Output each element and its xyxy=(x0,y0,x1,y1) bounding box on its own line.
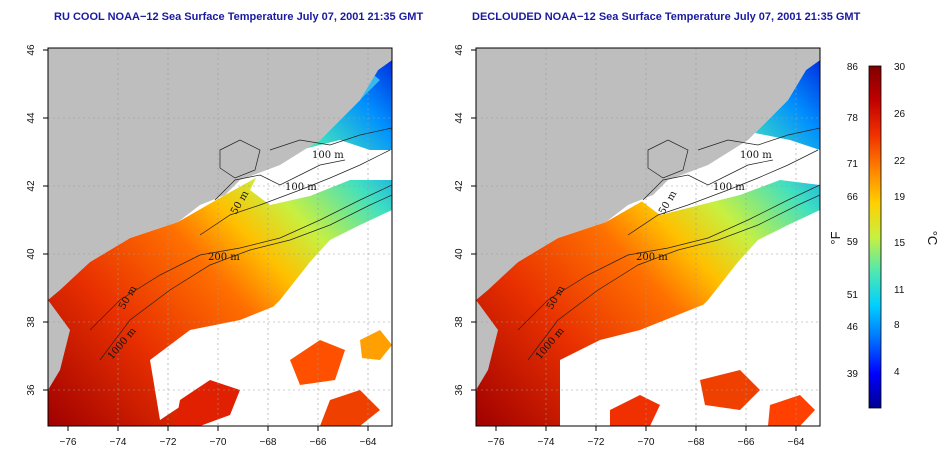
fahrenheit-tick: 59 xyxy=(847,237,859,248)
lat-tick-label: 36 xyxy=(26,384,37,396)
fahrenheit-tick: 66 xyxy=(847,192,859,203)
celsius-tick: 19 xyxy=(894,192,906,203)
contour-label: 200 m xyxy=(208,252,240,263)
lat-tick-label: 40 xyxy=(454,248,465,260)
warm-patch xyxy=(360,330,392,360)
lon-tick-label: −66 xyxy=(310,437,327,448)
fahrenheit-tick: 86 xyxy=(847,62,859,73)
land xyxy=(476,48,820,300)
lat-tick-label: 46 xyxy=(26,44,37,56)
land xyxy=(476,300,498,390)
celsius-tick: 8 xyxy=(894,320,900,331)
left-lat-axis xyxy=(43,49,48,391)
lon-tick-label: −64 xyxy=(788,437,805,448)
lon-tick-label: −70 xyxy=(210,437,227,448)
cloud-area xyxy=(560,250,820,426)
celsius-tick: 26 xyxy=(894,109,906,120)
contour-label: 100 m xyxy=(312,150,344,161)
lon-tick-label: −74 xyxy=(110,437,127,448)
lon-tick-label: −64 xyxy=(360,437,377,448)
lon-tick-label: −68 xyxy=(260,437,277,448)
fahrenheit-tick: 39 xyxy=(847,369,859,380)
lat-tick-label: 46 xyxy=(454,44,465,56)
lon-tick-label: −72 xyxy=(588,437,605,448)
lat-tick-label: 44 xyxy=(454,112,465,124)
warm-patch xyxy=(175,380,240,426)
lat-tick-label: 42 xyxy=(454,180,465,192)
lon-tick-label: −72 xyxy=(160,437,177,448)
fahrenheit-tick: 51 xyxy=(847,290,859,301)
warm-patch xyxy=(768,395,815,426)
fahrenheit-axis-label: °F xyxy=(828,231,843,244)
left-map: 100 m 100 m 50 m 200 m 50 m 1000 m xyxy=(47,47,393,427)
warm-patch xyxy=(320,390,380,426)
fahrenheit-tick: 78 xyxy=(847,113,859,124)
fahrenheit-tick: 46 xyxy=(847,322,859,333)
cloud-area xyxy=(250,140,392,205)
right-lon-axis xyxy=(495,426,797,431)
lon-tick-label: −66 xyxy=(738,437,755,448)
isobaths xyxy=(517,127,820,361)
lat-tick-label: 38 xyxy=(454,316,465,328)
colorbar: 86 78 71 66 59 51 46 39 30 26 22 19 15 1… xyxy=(828,62,940,409)
contour-label: 100 m xyxy=(713,182,745,193)
lat-tick-label: 40 xyxy=(26,248,37,260)
warm-patch xyxy=(290,340,345,385)
left-lon-axis xyxy=(67,426,369,431)
lat-tick-label: 38 xyxy=(26,316,37,328)
fahrenheit-tick: 71 xyxy=(847,159,859,170)
graticule xyxy=(476,48,820,426)
lat-tick-label: 44 xyxy=(26,112,37,124)
lon-tick-label: −68 xyxy=(688,437,705,448)
left-map-title: RU COOL NOAA−12 Sea Surface Temperature … xyxy=(54,11,424,23)
contour-label: 100 m xyxy=(285,182,317,193)
right-lat-axis xyxy=(471,49,476,391)
warm-patch xyxy=(700,370,760,410)
celsius-axis-label: °C xyxy=(925,231,940,246)
celsius-tick: 15 xyxy=(894,238,906,249)
isobaths xyxy=(89,127,392,361)
lon-tick-label: −76 xyxy=(60,437,77,448)
right-map: 100 m 100 m 50 m 200 m 50 m 1000 m xyxy=(475,47,821,427)
lat-tick-label: 42 xyxy=(26,180,37,192)
lon-tick-label: −74 xyxy=(538,437,555,448)
graticule xyxy=(48,48,392,426)
celsius-tick: 11 xyxy=(894,285,905,296)
lon-tick-label: −70 xyxy=(638,437,655,448)
contour-label: 200 m xyxy=(636,252,668,263)
right-map-title: DECLOUDED NOAA−12 Sea Surface Temperatur… xyxy=(472,11,861,23)
celsius-tick: 4 xyxy=(894,367,900,378)
celsius-tick: 22 xyxy=(894,156,906,167)
lon-tick-label: −76 xyxy=(488,437,505,448)
celsius-tick: 30 xyxy=(894,62,906,73)
land xyxy=(48,300,70,390)
warm-patch xyxy=(610,395,660,426)
lat-tick-label: 36 xyxy=(454,384,465,396)
land xyxy=(48,48,392,300)
colorbar-gradient xyxy=(868,65,882,409)
contour-label: 100 m xyxy=(740,150,772,161)
